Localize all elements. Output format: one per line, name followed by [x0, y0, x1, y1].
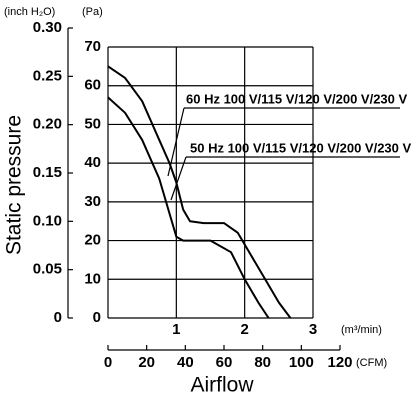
x2-tick-label: 60 [216, 354, 233, 371]
y2-tick-label: 0.15 [33, 164, 62, 181]
x-axis-title: Airflow [190, 374, 254, 397]
x-tick-label: 1 [172, 321, 180, 338]
y2-tick-label: 0.05 [33, 261, 62, 278]
y-tick-label: 20 [84, 232, 101, 249]
y2-tick-label: 0 [54, 309, 62, 326]
y2-tick-label: 0.25 [33, 67, 62, 84]
x2-unit: (CFM) [356, 357, 387, 369]
y-tick-label: 10 [84, 270, 101, 287]
y-tick-label: 40 [84, 154, 101, 171]
x2-tick-label: 0 [104, 354, 112, 371]
x2-tick-label: 20 [138, 354, 155, 371]
y-tick-label: 70 [84, 38, 101, 55]
y-axis-title: Static pressure [3, 115, 26, 255]
x2-tick-label: 80 [254, 354, 271, 371]
y2-tick-label: 0.10 [33, 212, 62, 229]
performance-curve [107, 96, 270, 319]
y-unit: (Pa) [82, 6, 103, 18]
y2-unit: (inch H₂O) [4, 6, 55, 18]
annotation-leader [170, 156, 187, 201]
x-unit: (m³/min) [341, 324, 382, 336]
x2-tick-label: 100 [289, 354, 314, 371]
series-label: 60 Hz 100 V/115 V/120 V/200 V/230 V [186, 91, 407, 106]
x2-tick-label: 120 [327, 354, 352, 371]
x2-tick-label: 40 [177, 354, 194, 371]
x-tick-label: 2 [240, 321, 248, 338]
series-label: 50 Hz 100 V/115 V/120 V/200 V/230 V [190, 140, 411, 155]
x-tick-label: 3 [309, 321, 317, 338]
y-tick-label: 0 [93, 309, 101, 326]
y2-tick-label: 0.30 [33, 19, 62, 36]
performance-curve [107, 65, 292, 319]
y-tick-label: 30 [84, 193, 101, 210]
y-tick-label: 60 [84, 77, 101, 94]
y2-tick-label: 0.20 [33, 116, 62, 133]
y-tick-label: 50 [84, 115, 101, 132]
